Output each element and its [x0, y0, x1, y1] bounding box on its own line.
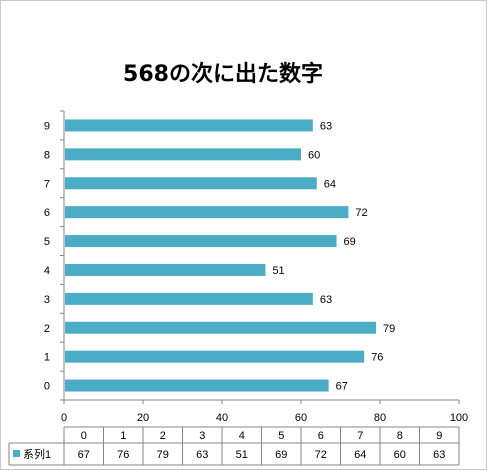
y-tick-label: 4	[44, 265, 50, 277]
y-tick-label: 3	[44, 294, 50, 306]
bar	[65, 350, 365, 363]
y-tick-label: 1	[44, 352, 50, 364]
table-header-cell: 0	[81, 430, 87, 442]
table-header-cell: 6	[318, 430, 324, 442]
bar	[65, 235, 337, 248]
table-value-cell: 72	[315, 449, 327, 461]
data-label: 72	[355, 207, 367, 219]
y-tick-label: 8	[44, 149, 50, 161]
data-label: 60	[308, 149, 320, 161]
bar	[65, 321, 377, 334]
table-value-cell: 63	[196, 449, 208, 461]
data-label: 63	[320, 294, 332, 306]
table-value-cell: 51	[236, 449, 248, 461]
data-label: 63	[320, 120, 332, 132]
y-tick-label: 2	[44, 323, 50, 335]
bar	[65, 177, 317, 190]
y-tick-label: 6	[44, 207, 50, 219]
x-tick-label: 60	[295, 412, 307, 424]
table-value-cell: 64	[354, 449, 366, 461]
table-value-cell: 79	[157, 449, 169, 461]
x-tick-label: 0	[61, 412, 67, 424]
x-tick-label: 40	[216, 412, 228, 424]
data-label: 79	[383, 323, 395, 335]
x-tick-label: 20	[137, 412, 149, 424]
data-label: 64	[324, 178, 336, 190]
table-header-cell: 9	[436, 430, 442, 442]
y-tick-label: 5	[44, 236, 50, 248]
bars	[65, 119, 377, 392]
y-tick-label: 0	[44, 381, 50, 393]
data-label: 51	[272, 265, 284, 277]
chart-title: 568の次に出た数字	[123, 61, 323, 87]
bar	[65, 119, 313, 132]
table-value-cell: 67	[78, 449, 90, 461]
data-label: 69	[344, 236, 356, 248]
data-label: 67	[336, 381, 348, 393]
y-tick-label: 9	[44, 120, 50, 132]
table-header-cell: 2	[160, 430, 166, 442]
table-header-cell: 1	[120, 430, 126, 442]
data-labels: 67 76 79 63 51 69 72 64 60 63	[272, 120, 395, 392]
table-value-cell: 63	[433, 449, 445, 461]
legend-series-name: 系列1	[23, 447, 51, 461]
table-header-cell: 4	[239, 430, 245, 442]
x-tick-label: 100	[450, 412, 468, 424]
table-header-cell: 3	[199, 430, 205, 442]
bar	[65, 379, 329, 392]
bar	[65, 292, 313, 305]
table-header-cell: 8	[397, 430, 403, 442]
x-tick-label: 80	[374, 412, 386, 424]
table-value-cell: 60	[394, 449, 406, 461]
y-tick-label: 7	[44, 178, 50, 190]
table-header-cell: 7	[357, 430, 363, 442]
bar	[65, 206, 349, 219]
bar	[65, 263, 266, 276]
bar	[65, 148, 301, 161]
data-label: 76	[371, 352, 383, 364]
table-header-cell: 5	[278, 430, 284, 442]
legend-key	[13, 450, 20, 457]
table-value-cell: 69	[275, 449, 287, 461]
table-value-cell: 76	[117, 449, 129, 461]
